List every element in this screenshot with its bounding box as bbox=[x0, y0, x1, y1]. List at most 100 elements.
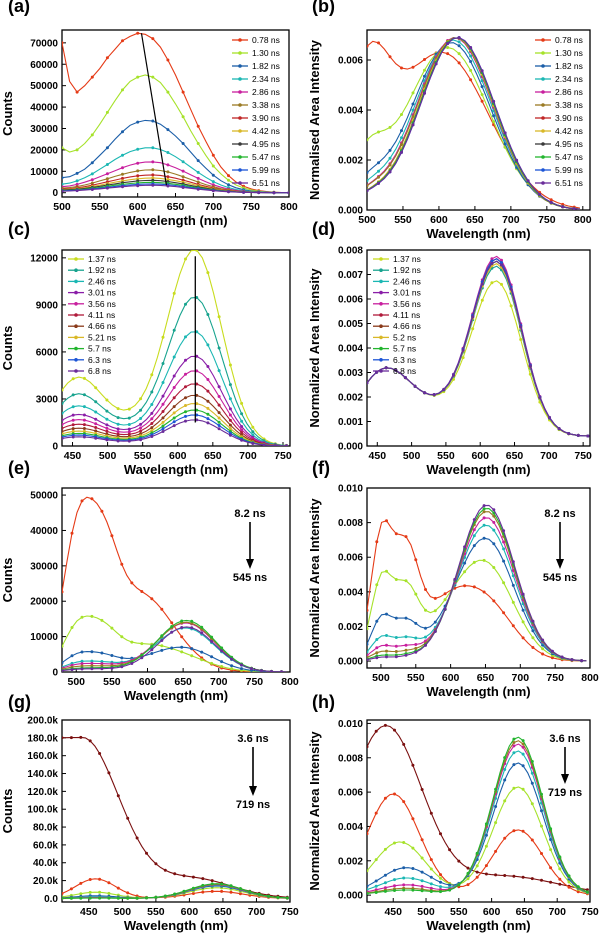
data-point bbox=[210, 882, 214, 886]
data-point bbox=[550, 649, 554, 653]
data-point bbox=[490, 281, 494, 285]
data-point bbox=[150, 417, 154, 421]
data-point bbox=[151, 176, 155, 180]
legend-marker bbox=[238, 103, 242, 107]
data-point bbox=[161, 410, 165, 413]
plot-frame bbox=[61, 719, 291, 903]
y-tick-label: 40.0k bbox=[33, 858, 58, 869]
data-point bbox=[90, 133, 94, 137]
y-tick-label: 0.002 bbox=[338, 393, 363, 404]
data-point bbox=[107, 891, 111, 895]
data-point bbox=[172, 405, 176, 409]
data-point bbox=[457, 36, 461, 40]
data-point bbox=[94, 400, 98, 404]
data-point bbox=[206, 417, 210, 421]
x-tick-label: 500 bbox=[114, 906, 132, 918]
data-point bbox=[500, 282, 503, 286]
data-point bbox=[75, 148, 79, 152]
data-point bbox=[62, 430, 64, 433]
data-point bbox=[172, 328, 176, 332]
data-point bbox=[105, 426, 109, 430]
legend-marker bbox=[541, 77, 545, 81]
data-point bbox=[567, 885, 571, 889]
data-point bbox=[190, 654, 194, 658]
data-point bbox=[166, 128, 170, 132]
legend-marker bbox=[541, 181, 545, 185]
data-point bbox=[105, 429, 109, 433]
legend-label: 5.2 ns bbox=[393, 332, 416, 342]
data-point bbox=[248, 890, 252, 894]
data-point bbox=[210, 655, 214, 659]
data-point bbox=[206, 313, 210, 316]
legend-marker bbox=[238, 142, 242, 146]
data-point bbox=[98, 890, 102, 894]
data-point bbox=[530, 802, 534, 806]
data-point bbox=[217, 369, 221, 373]
data-point bbox=[127, 407, 131, 411]
data-point bbox=[270, 670, 273, 672]
data-point bbox=[512, 763, 516, 767]
x-tick-label: 750 bbox=[546, 672, 564, 684]
data-point bbox=[196, 187, 200, 191]
data-point bbox=[90, 181, 94, 185]
data-point bbox=[70, 654, 74, 658]
data-point bbox=[201, 890, 205, 894]
data-point bbox=[280, 670, 283, 672]
data-point bbox=[276, 895, 280, 899]
data-point bbox=[242, 190, 246, 194]
x-tick-label: 750 bbox=[538, 214, 556, 226]
data-point bbox=[211, 173, 215, 177]
data-point bbox=[388, 170, 392, 174]
data-point bbox=[107, 881, 111, 885]
data-point bbox=[135, 836, 139, 840]
data-point bbox=[558, 882, 562, 886]
data-point bbox=[367, 179, 369, 183]
data-point bbox=[549, 866, 553, 870]
data-point bbox=[127, 432, 131, 436]
y-tick-label: 30000 bbox=[30, 124, 58, 135]
data-point bbox=[69, 736, 73, 740]
x-axis-label: Wavelength (nm) bbox=[124, 688, 228, 703]
data-point bbox=[411, 763, 415, 767]
data-point bbox=[439, 890, 442, 894]
data-point bbox=[413, 384, 417, 388]
y-tick-label: 0.006 bbox=[338, 56, 363, 67]
data-point bbox=[184, 404, 187, 407]
data-point bbox=[90, 172, 94, 176]
data-point bbox=[367, 832, 369, 836]
data-point bbox=[576, 890, 580, 894]
data-point bbox=[172, 291, 176, 295]
legend-label: 3.38 ns bbox=[252, 100, 280, 110]
data-point bbox=[377, 175, 380, 179]
legend-label: 1.30 ns bbox=[555, 48, 583, 58]
data-point bbox=[105, 417, 109, 421]
data-point bbox=[429, 858, 433, 862]
data-point bbox=[217, 395, 221, 398]
data-point bbox=[180, 635, 184, 639]
y-tick-label: 0.008 bbox=[338, 246, 363, 257]
data-point bbox=[110, 626, 114, 630]
legend-marker bbox=[238, 129, 242, 133]
data-point bbox=[374, 879, 378, 883]
legend-marker bbox=[541, 168, 545, 172]
panel-label: (c) bbox=[8, 219, 30, 239]
data-point bbox=[206, 378, 210, 381]
annotation-end: 545 ns bbox=[233, 572, 267, 584]
x-tick-label: 450 bbox=[384, 906, 402, 918]
data-point bbox=[227, 183, 230, 187]
data-point bbox=[94, 426, 98, 429]
x-tick-label: 750 bbox=[242, 201, 260, 213]
data-point bbox=[196, 176, 200, 180]
data-point bbox=[521, 787, 525, 791]
data-point bbox=[367, 892, 369, 895]
data-point bbox=[404, 616, 408, 620]
legend-label: 5.99 ns bbox=[252, 165, 280, 175]
legend-label: 0.78 ns bbox=[555, 35, 583, 45]
x-tick-label: 600 bbox=[471, 450, 489, 462]
data-point bbox=[150, 648, 154, 652]
y-tick-label: 0.001 bbox=[338, 417, 363, 428]
data-point bbox=[403, 376, 407, 380]
data-point bbox=[541, 638, 545, 642]
series-line-f3 bbox=[367, 524, 587, 662]
data-point bbox=[210, 889, 214, 893]
